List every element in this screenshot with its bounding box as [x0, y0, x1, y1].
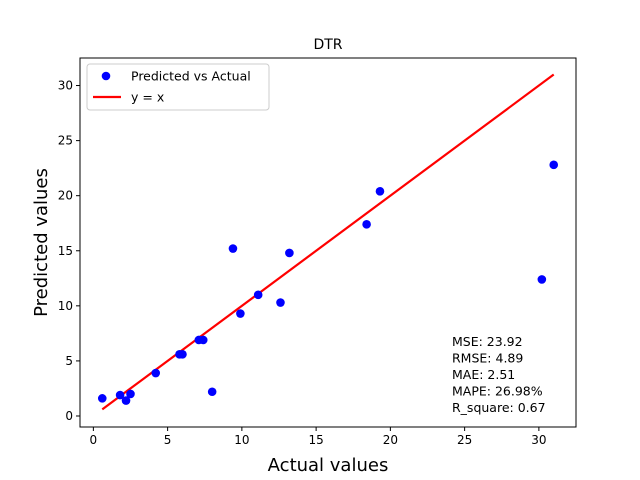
metric-annotation: MAE: 2.51	[452, 367, 515, 382]
x-tick-label: 5	[164, 433, 172, 447]
y-tick-label: 10	[58, 299, 73, 313]
x-tick-label: 15	[308, 433, 323, 447]
metric-annotation: MAPE: 26.98%	[452, 384, 543, 399]
data-point	[97, 394, 107, 403]
y-tick-label: 20	[58, 189, 73, 203]
data-point	[121, 396, 131, 405]
data-point	[115, 390, 125, 400]
metric-annotation: R_square: 0.67	[452, 400, 546, 415]
data-point	[276, 298, 285, 307]
metric-annotation: MSE: 23.92	[452, 334, 523, 349]
x-tick-label: 10	[234, 433, 249, 447]
y-tick-label: 0	[65, 409, 73, 423]
plot-frame	[79, 57, 577, 428]
y-tick-label: 30	[58, 79, 73, 93]
y-tick-label: 5	[65, 354, 73, 368]
data-point	[236, 309, 245, 318]
y-tick-label: 15	[58, 244, 73, 258]
legend-marker-scatter	[101, 71, 111, 81]
data-point	[253, 290, 263, 300]
legend-label: y = x	[131, 90, 164, 105]
x-tick-label: 25	[457, 433, 472, 447]
metric-annotation: RMSE: 4.89	[452, 351, 523, 366]
data-point	[126, 389, 135, 399]
data-point	[285, 248, 294, 258]
data-point	[207, 387, 217, 397]
data-point	[198, 335, 208, 345]
x-tick-label: 20	[383, 433, 398, 447]
data-point	[549, 160, 559, 170]
x-tick-label: 30	[531, 433, 546, 447]
legend-box	[86, 63, 270, 111]
y-axis-title: Predicted values	[31, 168, 52, 317]
data-point	[375, 186, 385, 196]
data-point	[228, 244, 238, 253]
plot-area: 0 5 10 15 20 25 30 0 5 10 15 20 25 30	[58, 57, 577, 447]
data-point	[537, 275, 547, 284]
y-tick-label: 25	[58, 134, 73, 148]
x-tick-label: 0	[90, 433, 98, 447]
data-point	[151, 368, 161, 378]
legend-label: Predicted vs Actual	[131, 69, 251, 84]
x-axis-title: Actual values	[268, 455, 389, 476]
legend: Predicted vs Actual y = x	[86, 63, 270, 111]
data-point	[178, 350, 187, 359]
chart-title: DTR	[313, 37, 342, 53]
data-point	[362, 220, 371, 229]
